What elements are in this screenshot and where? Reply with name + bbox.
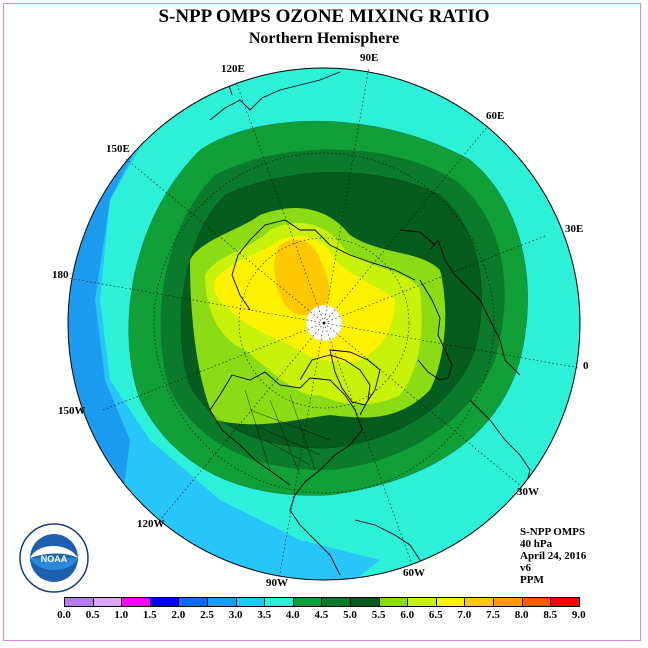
- colorbar-segment: [292, 597, 323, 607]
- colorbar-tick-label: 8.0: [514, 609, 529, 621]
- colorbar-tick-label: 0.0: [57, 609, 71, 621]
- lon-label-150e: 150E: [106, 143, 130, 155]
- lon-label-180: 180: [52, 269, 69, 281]
- colorbar-tick-label: 0.5: [85, 609, 100, 621]
- graticule: [67, 66, 581, 580]
- page-subtitle: Northern Hemisphere: [248, 30, 400, 47]
- colorbar-segment: [464, 597, 494, 607]
- lon-label-30w: 30W: [517, 486, 539, 498]
- colorbar-segment: [149, 597, 180, 607]
- colorbar-tick-label: 8.5: [543, 609, 558, 621]
- colorbar-segment: [378, 597, 409, 607]
- lon-label-120w: 120W: [137, 518, 165, 530]
- lon-label-90w: 90W: [266, 577, 288, 589]
- colorbar-tick-label: 6.0: [400, 609, 415, 621]
- colorbar-segment: [350, 597, 380, 607]
- lon-label-30e: 30E: [565, 223, 584, 235]
- field-7.0-7.5: [274, 240, 330, 316]
- colorbar-tick-label: 6.5: [428, 609, 443, 621]
- noaa-logo: NOAA: [19, 523, 89, 593]
- lon-label-150w: 150W: [58, 405, 86, 417]
- colorbar-tick-label: 5.0: [343, 609, 357, 621]
- colorbar-tick-label: 4.5: [314, 609, 329, 621]
- map-boundary: [67, 67, 581, 581]
- colorbar-tick-label: 3.0: [228, 609, 243, 621]
- colorbar-segment: [264, 597, 294, 607]
- colorbar-tick-label: 3.5: [257, 609, 272, 621]
- colorbar-tick-label: 2.5: [200, 609, 214, 621]
- info-version: v6: [520, 562, 531, 574]
- colorbar-segment: [207, 597, 237, 607]
- colorbar-tick-label: 4.0: [285, 609, 300, 621]
- colorbar-segment: [521, 597, 552, 607]
- us-state-lines: [244, 389, 331, 476]
- info-instrument: S-NPP OMPS: [520, 526, 586, 538]
- info-level: 40 hPa: [520, 538, 553, 550]
- lon-label-120e: 120E: [221, 63, 245, 75]
- colorbar-segment: [64, 597, 94, 607]
- colorbar-tick-label: 7.0: [457, 609, 472, 621]
- svg-text:NOAA: NOAA: [41, 554, 68, 564]
- colorbar-segment: [407, 597, 437, 607]
- colorbar-tick-label: 2.0: [171, 609, 186, 621]
- lon-label-90e: 90E: [360, 52, 379, 64]
- colorbar-segment: [435, 597, 466, 607]
- plot-frame: [3, 3, 641, 641]
- lon-label-0: 0: [583, 360, 589, 372]
- colorbar-tick-label: 1.0: [114, 609, 129, 621]
- info-date: April 24, 2016: [520, 550, 587, 562]
- colorbar-tick-label: 1.5: [142, 609, 157, 621]
- info-units: PPM: [520, 574, 544, 586]
- colorbar-segment: [550, 597, 580, 607]
- colorbar-segment: [235, 597, 266, 607]
- colorbar-segment: [493, 597, 523, 607]
- colorbar-segment: [178, 597, 208, 607]
- colorbar-segment: [92, 597, 123, 607]
- colorbar-tick-label: 5.5: [371, 609, 386, 621]
- colorbar-tick-label: 7.5: [486, 609, 500, 621]
- lon-label-60w: 60W: [403, 567, 425, 579]
- lon-label-60e: 60E: [486, 110, 505, 122]
- colorbar-tick-label: 9.0: [571, 609, 586, 621]
- field-3.0-3.5: [68, 90, 380, 580]
- colorbar-segment: [121, 597, 151, 607]
- coastlines: [209, 71, 531, 576]
- page-title: S-NPP OMPS OZONE MIXING RATIO: [158, 6, 490, 27]
- noaa-gull-icon: [30, 546, 78, 558]
- colorbar-segment: [321, 597, 351, 607]
